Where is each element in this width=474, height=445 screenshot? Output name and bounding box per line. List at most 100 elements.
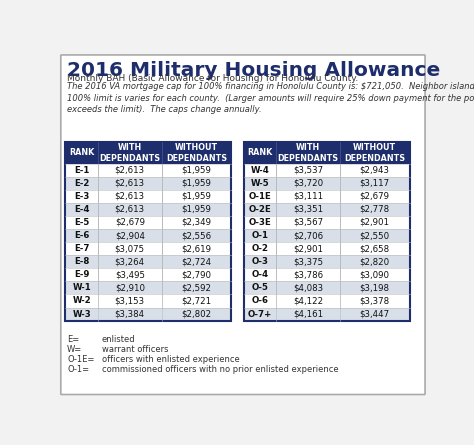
Text: E-8: E-8 [74,257,90,266]
Bar [162,177,231,190]
Bar [65,268,98,281]
Bar [340,142,410,163]
Text: RANK: RANK [69,148,94,157]
Text: $2,679: $2,679 [360,192,390,201]
Text: E-2: E-2 [74,178,90,188]
Text: 2016 Military Housing Allowance: 2016 Military Housing Allowance [67,61,440,80]
Text: officers with enlisted experience: officers with enlisted experience [102,355,240,364]
Text: $3,075: $3,075 [115,244,145,253]
Text: $2,550: $2,550 [360,231,390,240]
Text: $3,153: $3,153 [115,296,145,305]
Text: W-1: W-1 [73,283,91,292]
Text: $2,613: $2,613 [115,178,145,188]
Bar [162,307,231,320]
Text: O-3E: O-3E [248,218,271,227]
Text: $1,959: $1,959 [182,205,211,214]
Text: $2,613: $2,613 [115,192,145,201]
Bar [162,242,231,255]
Text: $2,802: $2,802 [182,310,211,319]
Text: $3,447: $3,447 [360,310,390,319]
Bar [276,268,340,281]
Text: W-5: W-5 [251,178,269,188]
Bar [162,295,231,307]
Bar [244,229,276,242]
Text: O-2E: O-2E [248,205,271,214]
Text: O-1E: O-1E [248,192,271,201]
Bar [340,216,410,229]
Text: E-5: E-5 [74,218,90,227]
Bar [65,190,98,203]
Bar [162,255,231,268]
Bar [65,163,98,177]
Text: $2,349: $2,349 [182,218,211,227]
Bar [244,268,276,281]
Bar [244,177,276,190]
Bar [98,203,162,216]
Text: $2,556: $2,556 [182,231,211,240]
Text: RANK: RANK [247,148,273,157]
Bar [98,242,162,255]
Bar [276,229,340,242]
Bar [276,203,340,216]
Bar [65,203,98,216]
Text: $1,959: $1,959 [182,192,211,201]
Text: WITH
DEPENDANTS: WITH DEPENDANTS [277,143,338,163]
Text: W-2: W-2 [73,296,91,305]
Bar [98,268,162,281]
Text: $3,375: $3,375 [293,257,323,266]
Text: $2,613: $2,613 [115,166,145,174]
Bar [340,229,410,242]
Bar [340,307,410,320]
Bar [276,307,340,320]
Bar [244,255,276,268]
Bar [98,229,162,242]
Bar [244,307,276,320]
Text: $3,090: $3,090 [360,270,390,279]
Text: $2,619: $2,619 [182,244,211,253]
Bar [65,242,98,255]
Text: W-3: W-3 [73,310,91,319]
Bar [162,216,231,229]
Bar [340,268,410,281]
Text: $4,122: $4,122 [293,296,323,305]
Bar [98,142,162,163]
Text: E-3: E-3 [74,192,90,201]
FancyBboxPatch shape [61,55,425,395]
Text: E-9: E-9 [74,270,90,279]
Text: E-7: E-7 [74,244,90,253]
Text: $4,083: $4,083 [293,283,323,292]
Text: $3,384: $3,384 [115,310,145,319]
Text: $2,820: $2,820 [360,257,390,266]
Text: $3,351: $3,351 [293,205,323,214]
Text: WITHOUT
DEPENDANTS: WITHOUT DEPENDANTS [166,143,227,163]
Bar [65,142,231,320]
Text: Monthly BAH (Basic Allowance for Housing) for Honolulu County.: Monthly BAH (Basic Allowance for Housing… [67,74,358,83]
Text: WITH
DEPENDANTS: WITH DEPENDANTS [99,143,160,163]
Text: O-6: O-6 [252,296,268,305]
Bar [244,142,410,320]
Bar [340,295,410,307]
Bar [98,163,162,177]
Text: $3,786: $3,786 [293,270,323,279]
Bar [244,216,276,229]
Text: $2,721: $2,721 [182,296,211,305]
Bar [65,307,98,320]
Text: commissioned officers with no prior enlisted experience: commissioned officers with no prior enli… [102,365,338,374]
Bar [98,216,162,229]
Bar [244,281,276,295]
Bar [244,163,276,177]
Bar [98,255,162,268]
Bar [276,190,340,203]
Bar [162,229,231,242]
Bar [276,255,340,268]
Text: W=: W= [67,345,82,354]
Bar [65,295,98,307]
Text: $2,910: $2,910 [115,283,145,292]
Bar [276,216,340,229]
Bar [276,281,340,295]
Text: $2,658: $2,658 [360,244,390,253]
Text: $2,706: $2,706 [293,231,323,240]
Bar [162,281,231,295]
Bar [244,142,276,163]
Bar [340,203,410,216]
